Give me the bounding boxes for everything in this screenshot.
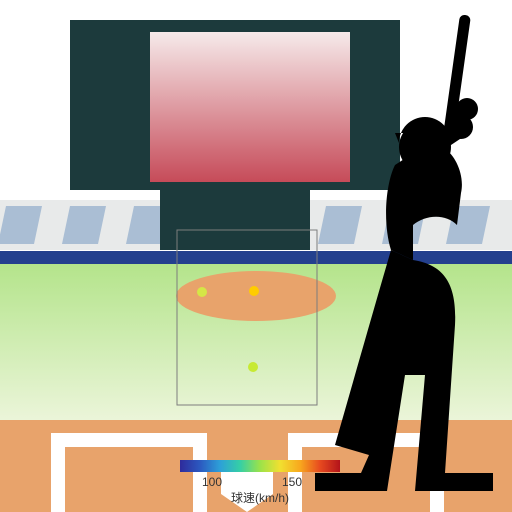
legend-label: 球速(km/h)	[231, 491, 289, 505]
pitch-marker	[249, 286, 259, 296]
speed-legend	[180, 460, 340, 472]
legend-tick: 100	[202, 475, 222, 489]
outfield-fence	[0, 250, 512, 264]
pitch-marker	[197, 287, 207, 297]
scoreboard-screen	[150, 32, 350, 182]
legend-tick: 150	[282, 475, 302, 489]
scoreboard-stem	[160, 190, 310, 250]
pitch-marker	[248, 362, 258, 372]
